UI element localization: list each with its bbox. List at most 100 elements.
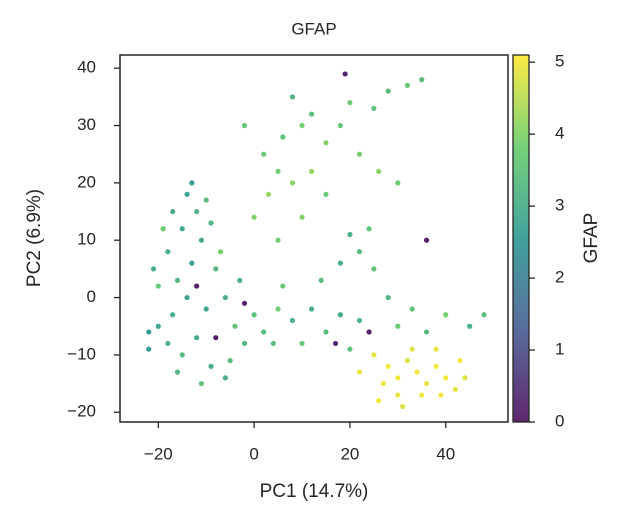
point [194, 283, 200, 289]
point [217, 249, 224, 255]
point [371, 352, 377, 358]
y-tick-label: 10 [77, 230, 96, 249]
point [385, 363, 391, 369]
colorbar-tick-label: 0 [555, 411, 564, 430]
point [203, 197, 209, 203]
point [198, 237, 205, 243]
point [433, 363, 439, 369]
point [318, 277, 324, 283]
point [237, 277, 243, 283]
point [299, 340, 305, 347]
point [323, 140, 329, 146]
point [189, 180, 195, 186]
point [194, 335, 200, 341]
point [165, 249, 171, 255]
point [404, 82, 411, 88]
point [146, 346, 152, 352]
point [174, 369, 181, 375]
point [356, 151, 363, 157]
x-tick-label: 0 [249, 444, 258, 463]
point [251, 312, 257, 318]
point [385, 294, 391, 301]
point [332, 340, 339, 347]
point [376, 168, 382, 175]
point [155, 283, 161, 289]
point [299, 214, 305, 220]
point [366, 226, 372, 232]
point [423, 329, 430, 335]
point [438, 392, 444, 398]
point [280, 134, 286, 140]
point [222, 294, 228, 301]
y-tick-label: 0 [87, 287, 96, 306]
point [275, 237, 281, 243]
point [270, 340, 276, 347]
point [194, 208, 200, 215]
colorbar-label: GFAP [581, 213, 602, 264]
point [213, 266, 219, 272]
point [337, 312, 343, 318]
point [376, 398, 382, 404]
point [203, 306, 209, 312]
x-tick-label: 20 [340, 444, 359, 463]
point [366, 329, 372, 335]
point [179, 352, 185, 358]
point [227, 358, 233, 364]
point [309, 168, 315, 175]
colorbar-tick-label: 4 [555, 124, 564, 143]
x-axis-label: PC1 (14.7%) [260, 481, 369, 502]
plot-frame [119, 54, 509, 423]
point [481, 312, 487, 318]
point [409, 346, 415, 352]
point [155, 323, 161, 329]
point [241, 122, 248, 129]
point [251, 214, 257, 220]
point [261, 151, 267, 157]
point [299, 122, 305, 129]
point [146, 329, 152, 335]
point [356, 369, 363, 375]
point [419, 392, 425, 398]
point [323, 191, 329, 197]
point [280, 283, 286, 289]
point [165, 340, 171, 347]
point [189, 260, 195, 266]
point [395, 375, 401, 381]
point [347, 346, 353, 352]
colorbar [512, 54, 530, 423]
point [275, 168, 281, 175]
point [150, 266, 157, 272]
point [380, 380, 387, 387]
colorbar-tick-label: 3 [555, 196, 564, 215]
point [198, 380, 205, 387]
point [184, 191, 190, 197]
colorbar-tick-label: 5 [555, 52, 564, 71]
point [208, 220, 214, 226]
point [395, 180, 401, 186]
point [289, 317, 296, 324]
point [342, 71, 348, 77]
point [337, 260, 343, 266]
y-tick-label: 30 [77, 115, 96, 134]
x-tick-label: 40 [436, 444, 455, 463]
point [337, 122, 343, 129]
point [395, 323, 401, 329]
point [265, 191, 272, 197]
point [174, 277, 181, 283]
point [241, 300, 248, 306]
point [289, 94, 296, 100]
x-tick-label: −20 [144, 444, 173, 463]
point [371, 105, 377, 111]
point [385, 88, 391, 94]
colorbar-tick-label: 1 [555, 340, 564, 359]
colorbar-tick-label: 2 [555, 268, 564, 287]
y-tick-label: 40 [77, 58, 96, 77]
point [409, 306, 415, 312]
point [400, 403, 406, 410]
point [309, 111, 315, 117]
point [423, 237, 430, 243]
point [241, 340, 248, 347]
point [356, 249, 363, 255]
point [443, 375, 449, 381]
